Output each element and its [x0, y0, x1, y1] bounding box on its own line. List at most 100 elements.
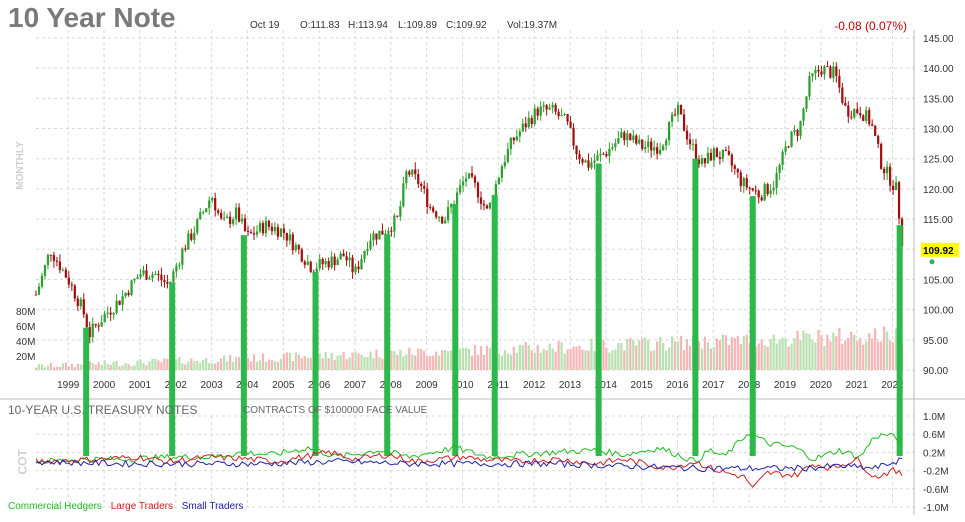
candle-body [372, 233, 375, 241]
price-axis-tick: 130.00 [923, 125, 954, 136]
volume-bar [324, 351, 327, 370]
volume-bar [226, 361, 229, 370]
candle-body [859, 113, 862, 116]
candle-body [336, 259, 339, 266]
volume-bar [309, 357, 312, 370]
candle-body [653, 147, 656, 151]
candle-body [327, 261, 330, 268]
volume-bar [521, 345, 524, 370]
volume-bar [551, 348, 554, 370]
candle-body [563, 114, 566, 116]
volume-bar [181, 363, 184, 370]
candle-body [166, 282, 169, 284]
volume-bar [590, 338, 593, 370]
candle-body [88, 327, 91, 338]
volume-bar [670, 336, 674, 370]
candle-body [772, 187, 775, 191]
candle-body [856, 109, 859, 114]
volume-bar [518, 345, 521, 370]
volume-bar [199, 362, 202, 370]
candle-body [620, 132, 623, 138]
volume-bar [632, 340, 635, 370]
volume-bar [258, 360, 262, 370]
volume-bar [688, 346, 692, 370]
candle-body [641, 139, 644, 149]
candle-body [742, 178, 745, 187]
volume-bar [449, 350, 453, 370]
volume-bar [817, 330, 820, 370]
candle-body [429, 206, 432, 208]
candle-body [387, 230, 390, 234]
candle-body [142, 270, 145, 275]
candle-body [76, 298, 79, 307]
candle-body [877, 135, 880, 144]
volume-bar [662, 343, 665, 370]
volume-bar [261, 353, 265, 370]
candle-body [868, 110, 871, 125]
volume-bar [354, 351, 357, 370]
candle-body [420, 183, 423, 187]
volume-bar [766, 346, 769, 370]
volume-bar [614, 349, 617, 370]
candle-body [148, 277, 151, 280]
candle-body [37, 286, 41, 295]
candle-body [826, 66, 829, 68]
volume-axis-tick: 60M [16, 322, 35, 333]
volume-bar [626, 338, 629, 370]
volume-bar [832, 332, 835, 370]
candle-body [712, 148, 716, 161]
volume-bar [211, 363, 214, 370]
candle-body [127, 292, 130, 296]
volume-bar [515, 352, 518, 370]
candle-body [691, 144, 695, 146]
candle-body [581, 159, 584, 163]
volume-bar [333, 359, 336, 370]
candle-body [55, 260, 59, 262]
volume-bar [73, 367, 76, 370]
candle-body [587, 160, 590, 168]
volume-bar [880, 341, 883, 370]
volume-bar [888, 340, 892, 370]
volume-bar [97, 362, 100, 370]
candle-body [112, 312, 115, 315]
candle-body [464, 178, 468, 182]
volume-bar [473, 344, 477, 370]
volume-bar [623, 350, 626, 370]
year-axis-tick: 2008 [380, 380, 403, 391]
legend-small-traders: Small Traders [181, 501, 244, 512]
candle-body [865, 110, 868, 121]
year-axis-tick: 2018 [738, 380, 761, 391]
volume-bar [34, 367, 38, 370]
year-axis-tick: 2022 [881, 380, 904, 391]
candle-body [650, 141, 653, 151]
volume-bar [273, 361, 277, 370]
candle-body [199, 212, 202, 220]
candle-body [160, 274, 163, 281]
candle-body [548, 107, 551, 110]
volume-bar [700, 348, 704, 370]
volume-bar [575, 346, 578, 370]
volume-bar [542, 348, 545, 370]
volume-bar [769, 339, 772, 370]
volume-bar [835, 336, 838, 370]
candle-body [438, 216, 441, 218]
volume-bar [476, 354, 480, 370]
volume-bar [805, 333, 808, 370]
volume-bar [444, 349, 447, 370]
cot-title: 10-YEAR U.S. TREASURY NOTES [8, 403, 198, 417]
volume-bar [133, 365, 136, 370]
candle-body [632, 135, 635, 141]
volume-bar [43, 367, 47, 370]
candle-body [324, 261, 327, 265]
volume-bar [509, 354, 512, 370]
volume-value: Vol:19.37M [507, 20, 558, 31]
signal-markers [83, 158, 903, 456]
candle-body [605, 153, 608, 157]
volume-bar [506, 353, 509, 370]
candle-body [360, 259, 363, 270]
volume-bar [372, 358, 375, 370]
candle-body [485, 205, 489, 209]
year-axis-tick: 2006 [308, 380, 331, 391]
volume-axis-tick: 20M [16, 352, 35, 363]
year-axis-tick: 2015 [631, 380, 654, 391]
